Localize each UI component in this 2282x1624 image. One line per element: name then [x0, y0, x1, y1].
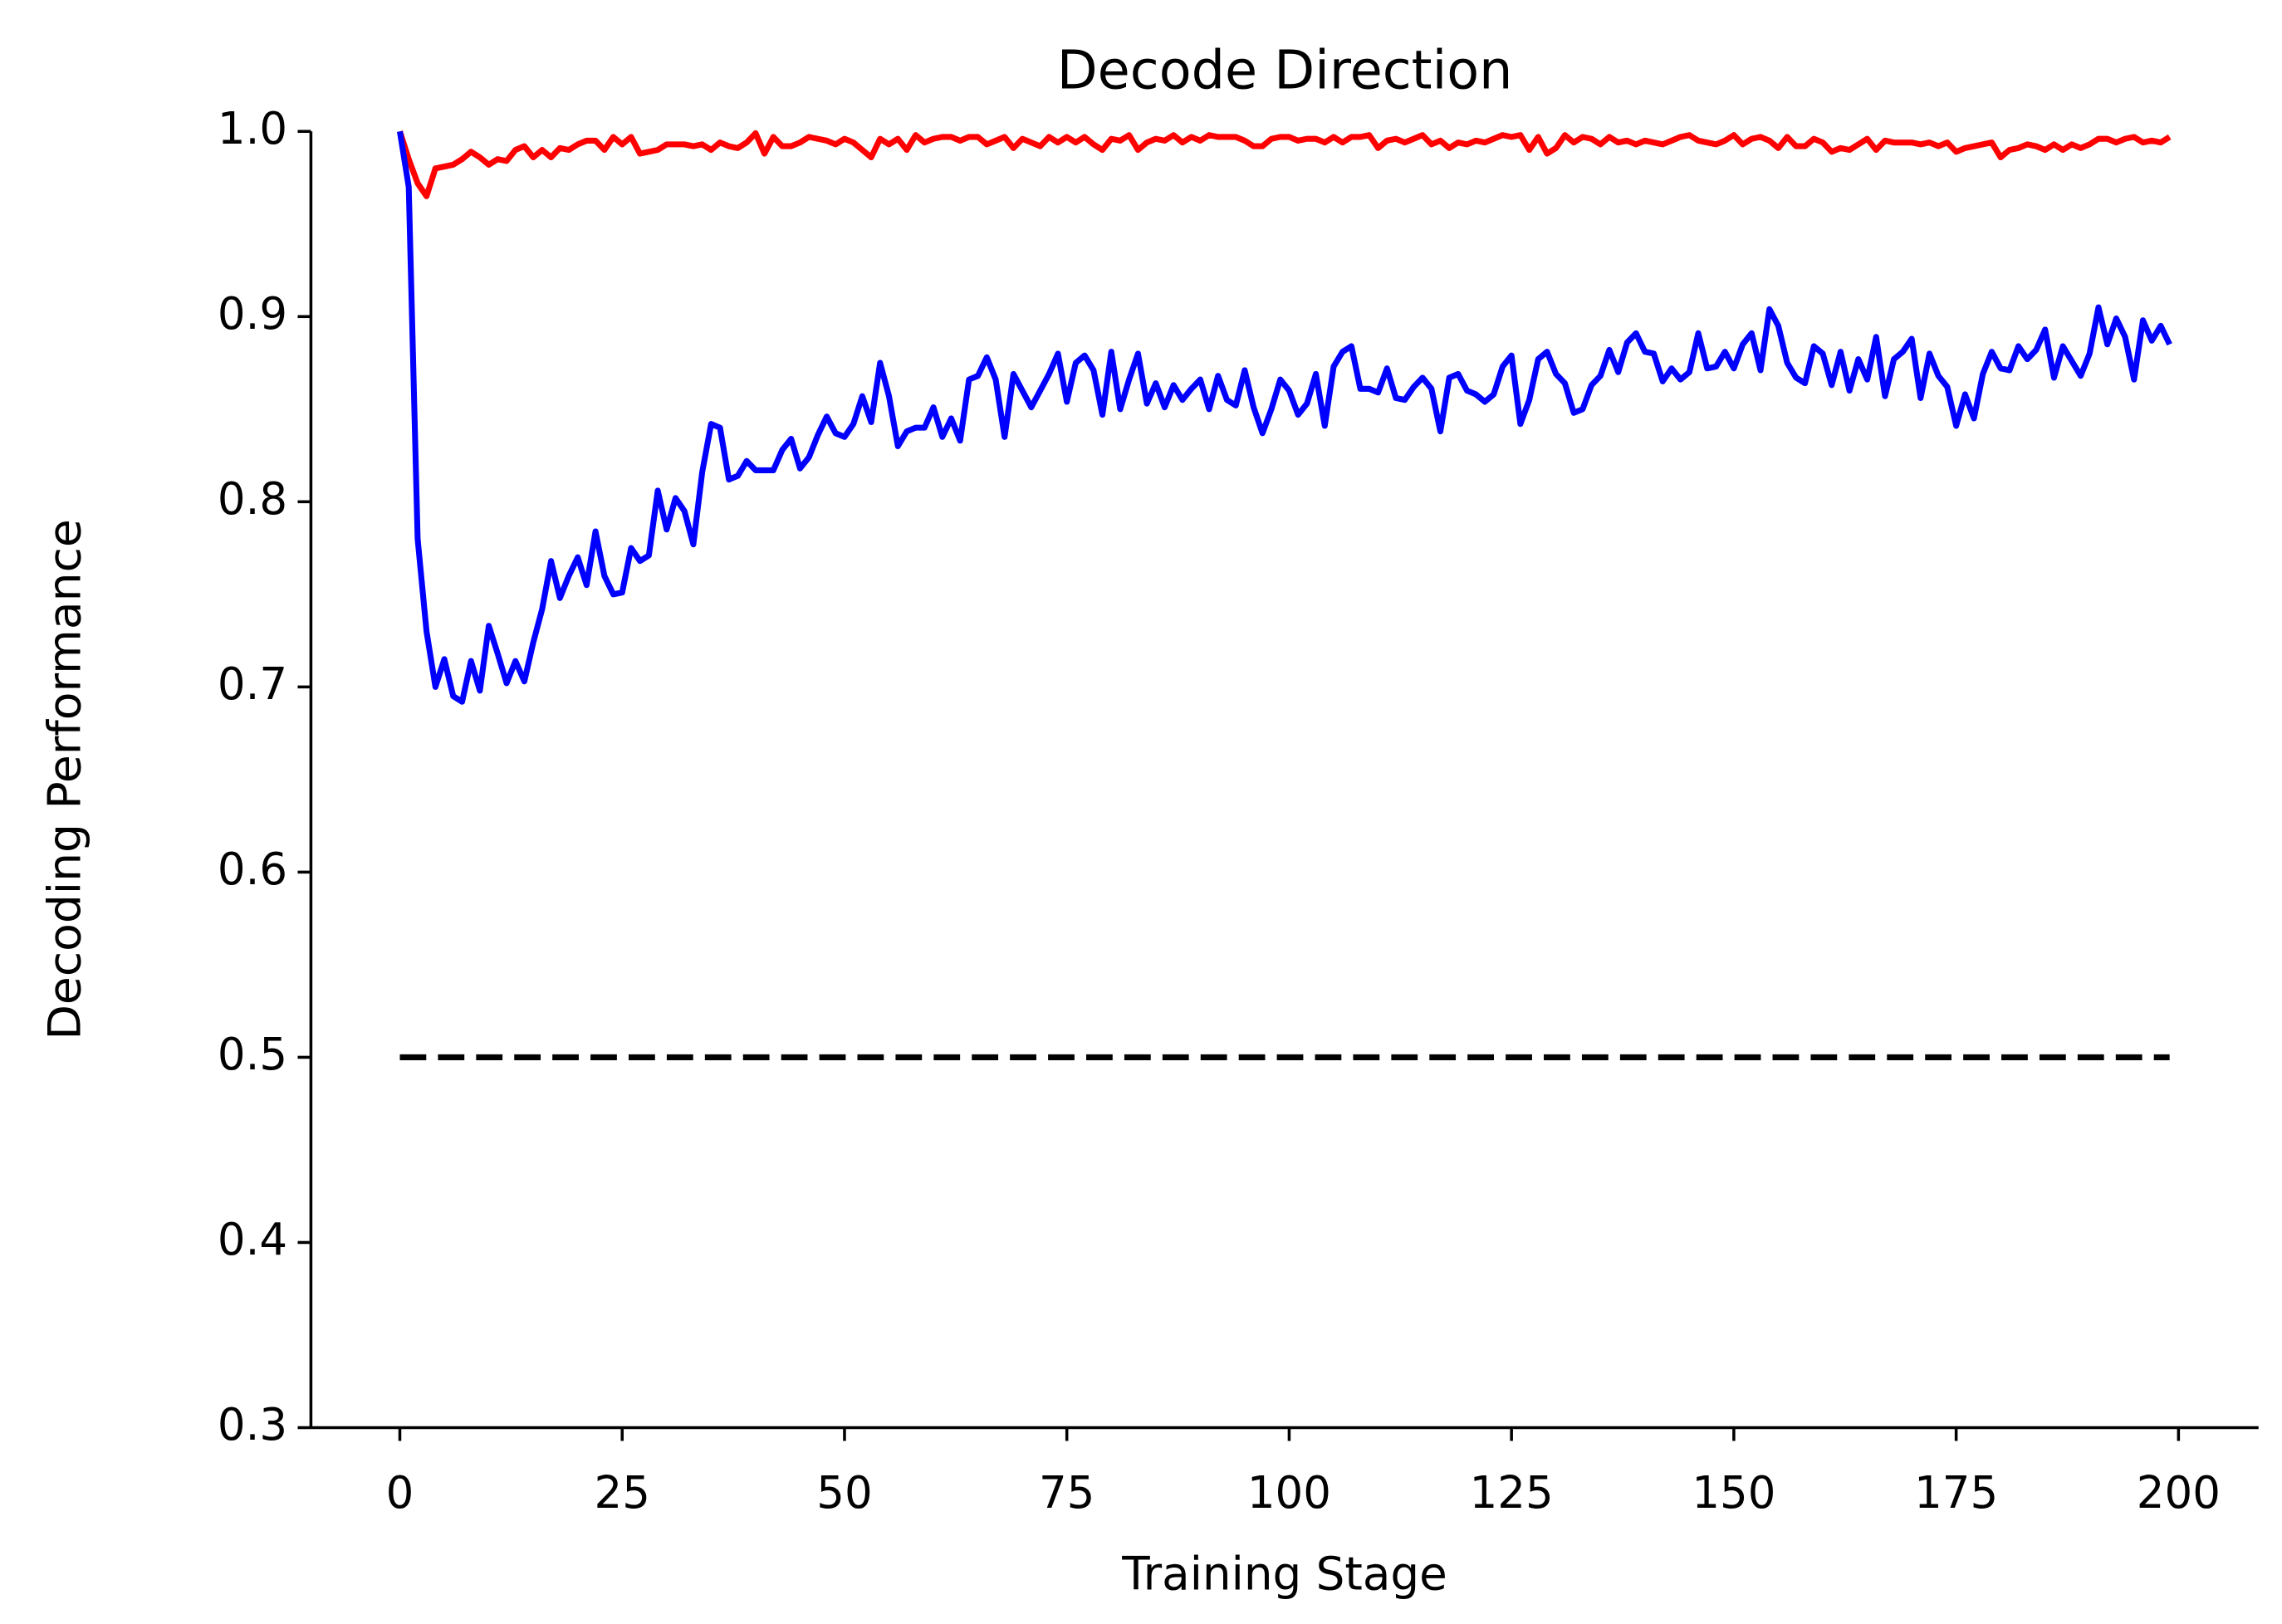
y-tick-label: 1.0: [218, 103, 287, 154]
x-axis-label: Training Stage: [1121, 1547, 1447, 1600]
y-tick-label: 0.9: [218, 288, 287, 340]
x-tick-label: 50: [816, 1467, 872, 1519]
y-tick-label: 0.4: [218, 1214, 287, 1265]
x-tick-label: 125: [1470, 1467, 1554, 1519]
y-tick-label: 0.3: [218, 1399, 287, 1450]
y-tick-label: 0.6: [218, 844, 287, 895]
y-tick-label: 0.8: [218, 473, 287, 525]
x-tick-label: 100: [1247, 1467, 1331, 1519]
y-axis-label: Decoding Performance: [37, 519, 91, 1039]
x-tick-label: 25: [595, 1467, 650, 1519]
x-tick-label: 175: [1914, 1467, 1998, 1519]
x-tick-label: 200: [2137, 1467, 2221, 1519]
y-tick-label: 0.5: [218, 1029, 287, 1080]
line-series: [397, 130, 2172, 705]
x-tick-label: 75: [1039, 1467, 1094, 1519]
x-tick-label: 150: [1692, 1467, 1775, 1519]
y-tick-label: 0.7: [218, 658, 287, 710]
x-tick-label: 0: [386, 1467, 414, 1519]
line-series: [397, 130, 2172, 199]
chart-title: Decode Direction: [1057, 40, 1513, 101]
